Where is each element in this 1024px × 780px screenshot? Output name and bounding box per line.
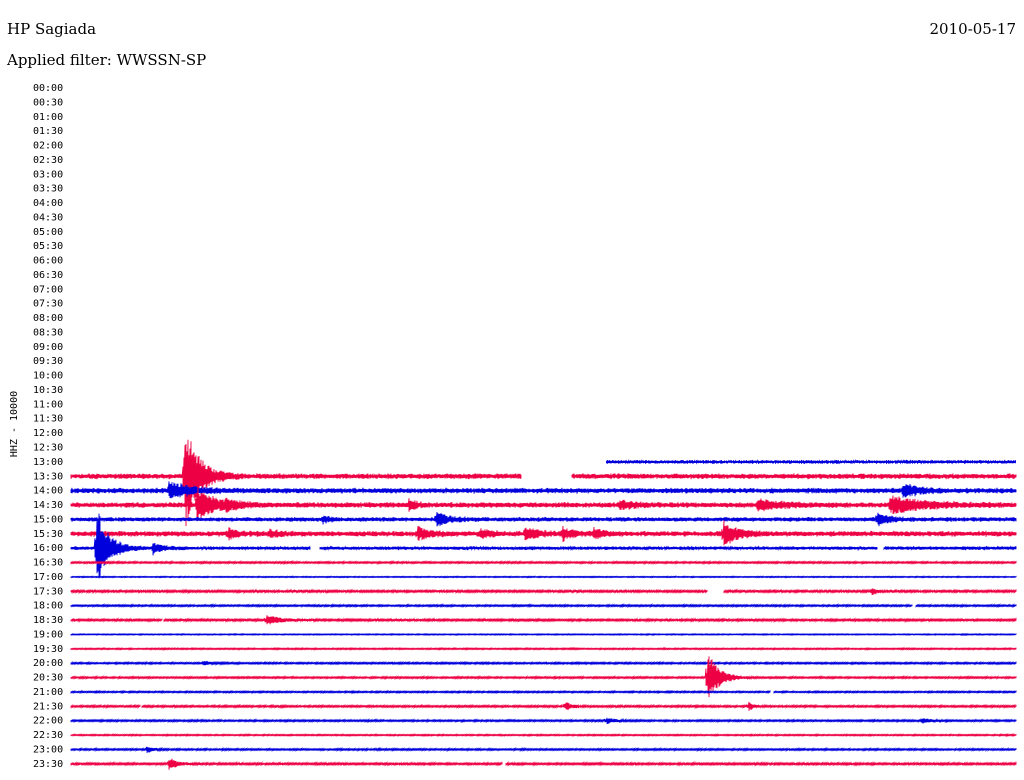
time-label-1100: 11:00 (33, 399, 63, 410)
trace-1500 (70, 512, 1017, 527)
time-label-0700: 07:00 (33, 284, 63, 295)
trace-1730 (70, 588, 1017, 595)
time-label-2100: 21:00 (33, 687, 63, 698)
time-label-1530: 15:30 (33, 529, 63, 540)
trace-2100 (70, 689, 1017, 695)
time-label-1130: 11:30 (33, 414, 63, 425)
time-label-1400: 14:00 (33, 486, 63, 497)
time-label-1900: 19:00 (33, 629, 63, 640)
trace-1830 (70, 615, 1017, 625)
time-label-1700: 17:00 (33, 572, 63, 583)
time-label-2300: 23:00 (33, 744, 63, 755)
trace-1800 (70, 602, 1017, 609)
trace-1600 (70, 513, 1017, 579)
time-label-0130: 01:30 (33, 126, 63, 137)
time-label-0200: 02:00 (33, 141, 63, 152)
time-label-0330: 03:30 (33, 184, 63, 195)
time-label-0930: 09:30 (33, 356, 63, 367)
time-label-0600: 06:00 (33, 256, 63, 267)
time-label-0400: 04:00 (33, 198, 63, 209)
time-label-1230: 12:30 (33, 443, 63, 454)
time-label-0800: 08:00 (33, 313, 63, 324)
trace-2300 (70, 746, 1017, 753)
time-label-1600: 16:00 (33, 543, 63, 554)
time-label-1500: 15:00 (33, 514, 63, 525)
time-label-1730: 17:30 (33, 586, 63, 597)
time-label-0300: 03:00 (33, 169, 63, 180)
time-label-0100: 01:00 (33, 112, 63, 123)
time-label-1300: 13:00 (33, 457, 63, 468)
trace-2030 (70, 656, 1017, 698)
trace-2130 (70, 701, 1017, 711)
time-label-1800: 18:00 (33, 601, 63, 612)
time-label-2130: 21:30 (33, 701, 63, 712)
time-label-1200: 12:00 (33, 428, 63, 439)
time-label-0030: 00:30 (33, 97, 63, 108)
time-label-2200: 22:00 (33, 716, 63, 727)
time-label-2000: 20:00 (33, 658, 63, 669)
time-label-0430: 04:30 (33, 212, 63, 223)
time-label-1330: 13:30 (33, 471, 63, 482)
time-label-1630: 16:30 (33, 558, 63, 569)
trace-1530 (70, 520, 1017, 546)
time-label-2230: 22:30 (33, 730, 63, 741)
time-label-0830: 08:30 (33, 327, 63, 338)
time-label-1430: 14:30 (33, 500, 63, 511)
trace-2230 (70, 732, 1017, 738)
station-name: HP Sagiada (7, 20, 97, 38)
trace-1630 (70, 559, 1017, 566)
trace-2000 (70, 660, 1017, 666)
trace-1900 (70, 632, 1017, 637)
trace-1330 (70, 439, 1017, 527)
time-label-0230: 02:30 (33, 155, 63, 166)
time-label-2030: 20:30 (33, 673, 63, 684)
filter-label: Applied filter: WWSSN-SP (7, 51, 207, 69)
time-label-0630: 06:30 (33, 270, 63, 281)
traces (70, 439, 1017, 770)
time-label-2330: 23:30 (33, 759, 63, 770)
trace-2330 (70, 758, 1017, 770)
trace-2200 (70, 717, 1017, 724)
time-label-0000: 00:00 (33, 83, 63, 94)
time-label-0530: 05:30 (33, 241, 63, 252)
time-label-0900: 09:00 (33, 342, 63, 353)
time-label-1030: 10:30 (33, 385, 63, 396)
time-label-1830: 18:30 (33, 615, 63, 626)
trace-1700 (70, 575, 1017, 579)
time-label-0730: 07:30 (33, 299, 63, 310)
trace-1430 (70, 486, 1017, 521)
trace-1300 (606, 458, 1016, 465)
time-labels: 00:00 00:30 01:00 01:30 02:00 02:30 03:00 03:30… (33, 83, 63, 770)
trace-1400 (70, 481, 1017, 499)
date-label: 2010-05-17 (929, 20, 1016, 38)
channel-label: HHZ - 10000 (9, 391, 20, 457)
trace-1930 (70, 646, 1017, 652)
time-label-1000: 10:00 (33, 371, 63, 382)
time-label-0500: 05:00 (33, 227, 63, 238)
time-label-1930: 19:30 (33, 644, 63, 655)
